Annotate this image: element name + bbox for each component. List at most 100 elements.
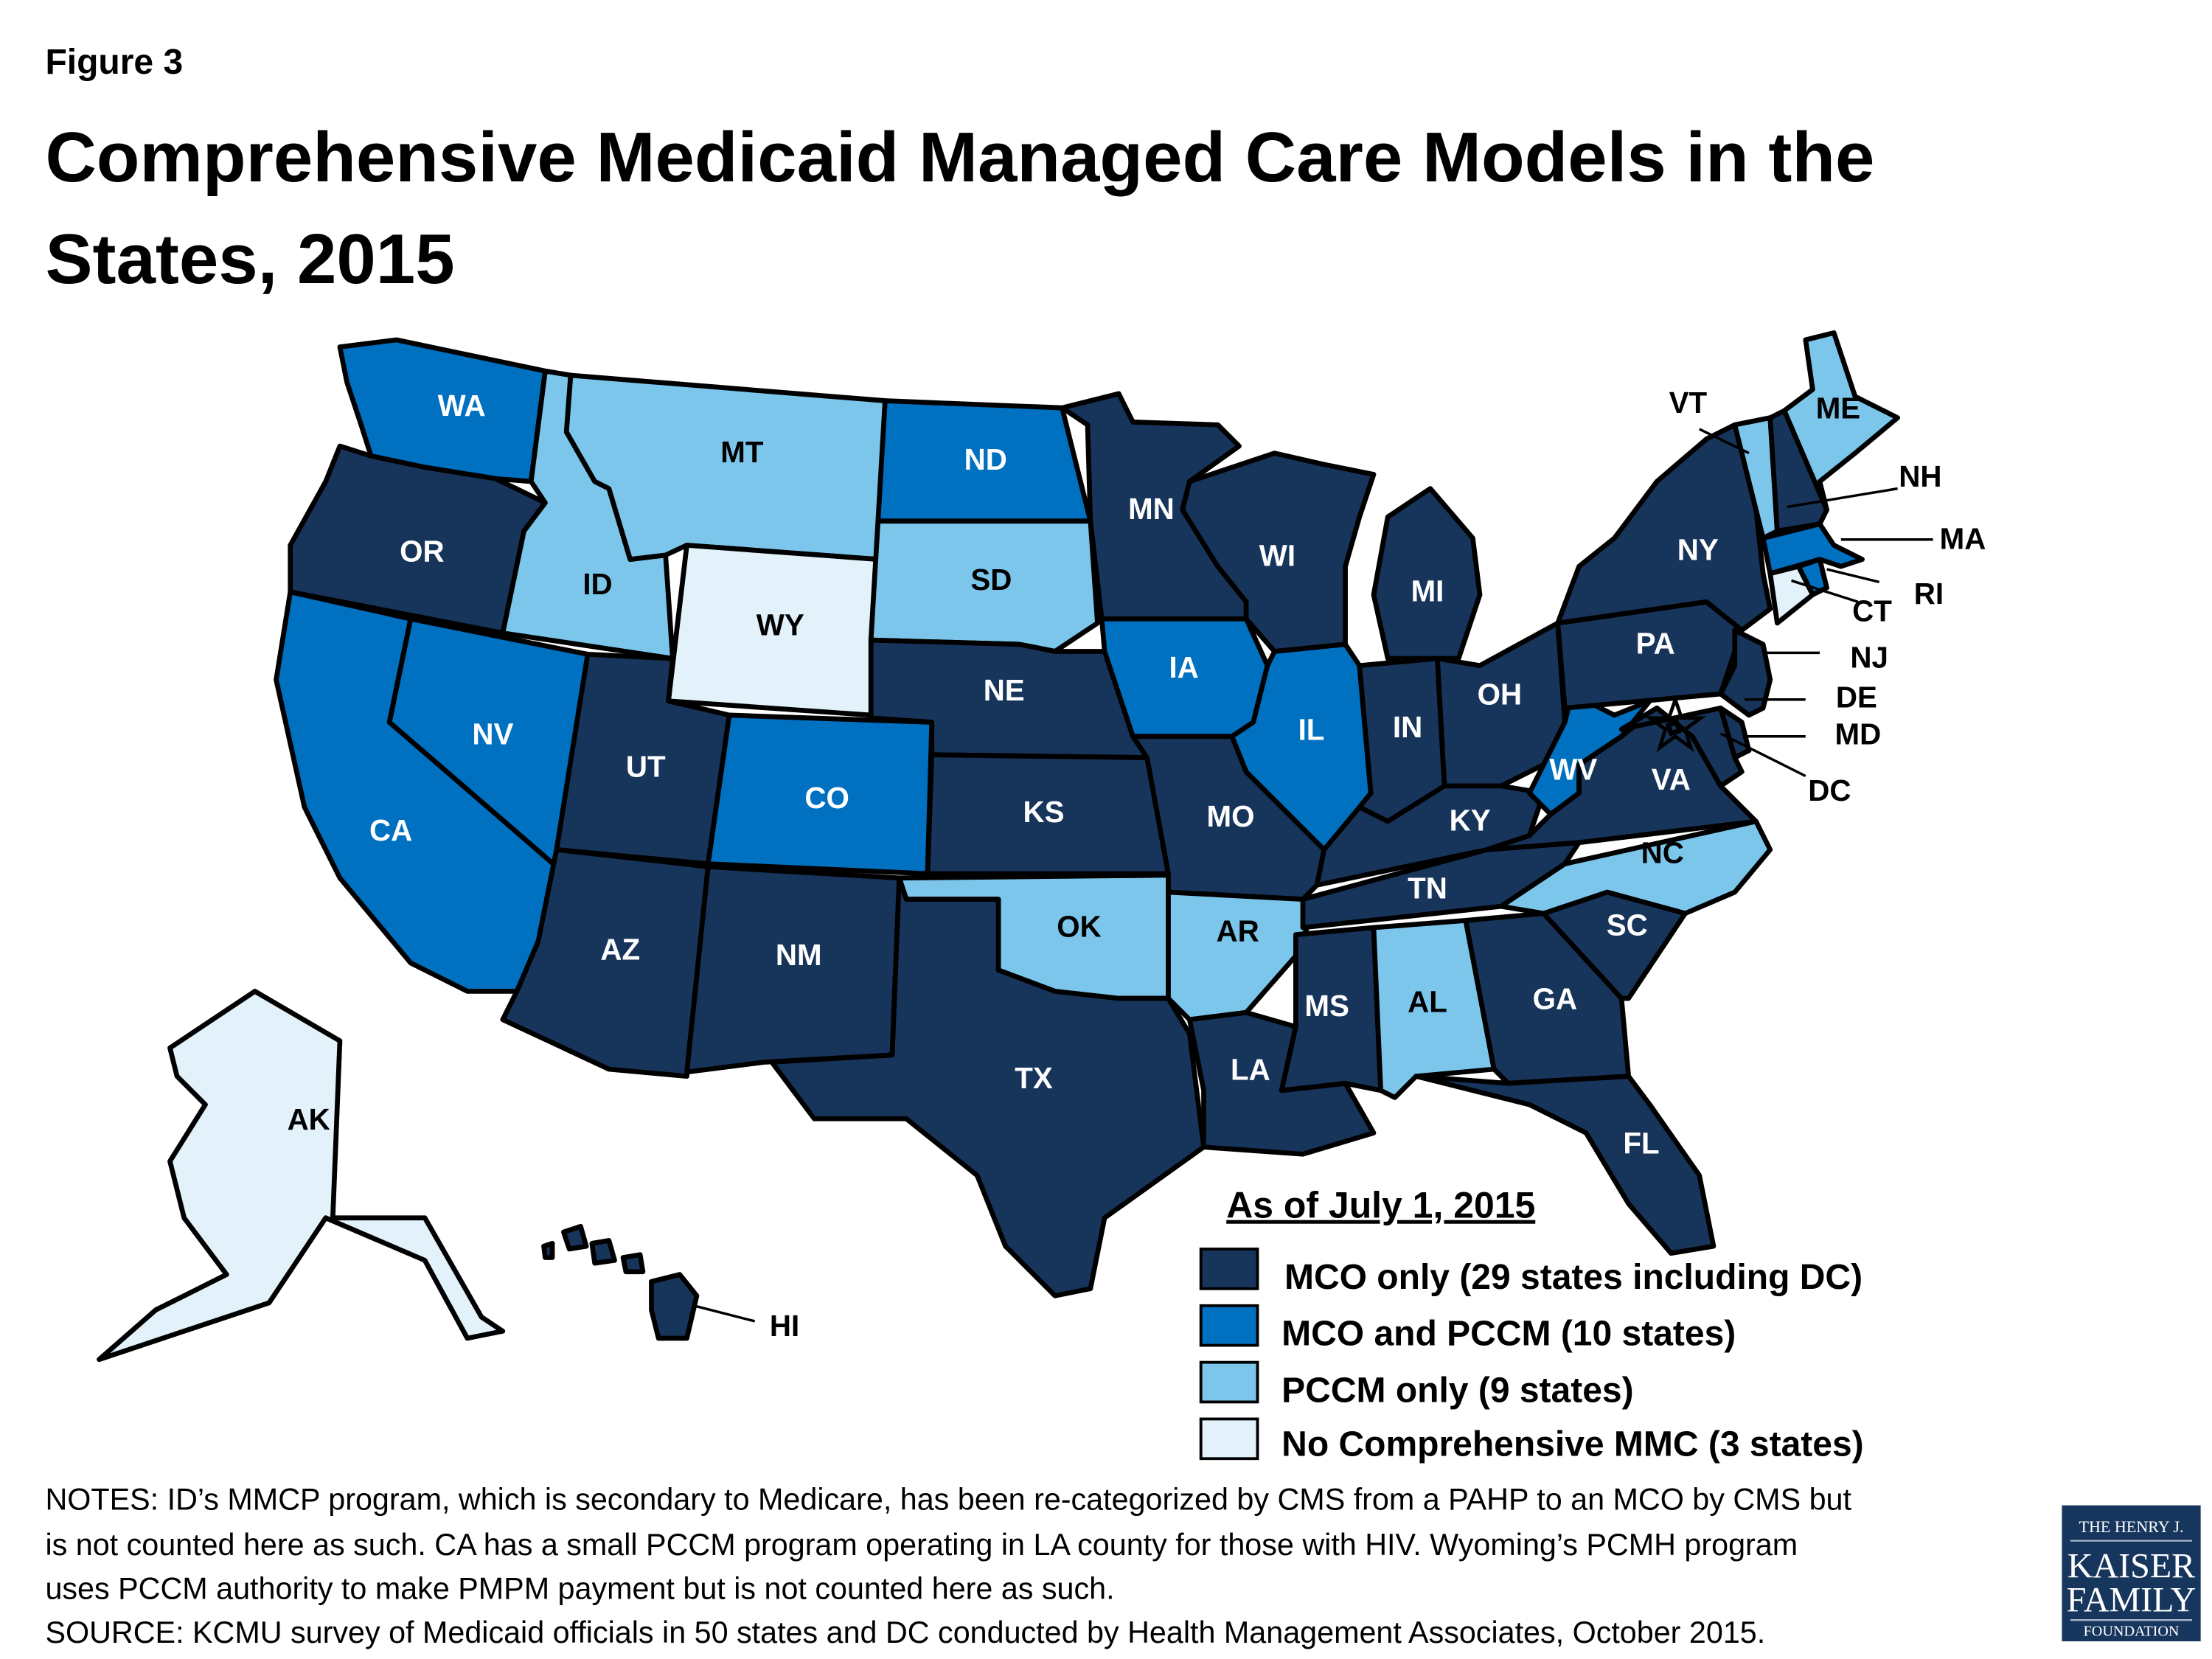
state-label-il: IL bbox=[1298, 713, 1325, 747]
leader-line-dc bbox=[1719, 732, 1806, 778]
leader-line-ct bbox=[1791, 579, 1859, 603]
state-nj bbox=[1718, 627, 1773, 718]
state-label-tn: TN bbox=[1408, 872, 1447, 905]
legend-label-none: No Comprehensive MMC (3 states) bbox=[1281, 1425, 1863, 1464]
svg-text:FOUNDATION: FOUNDATION bbox=[2084, 1623, 2180, 1639]
state-label-nc: NC bbox=[1641, 836, 1684, 870]
state-fl bbox=[1413, 1074, 1717, 1256]
state-label-fl: FL bbox=[1623, 1126, 1659, 1160]
title-line-1: Comprehensive Medicaid Managed Care Mode… bbox=[45, 118, 1874, 197]
legend: As of July 1, 2015 MCO only (29 states i… bbox=[1199, 1185, 1864, 1464]
state-label-mo: MO bbox=[1207, 799, 1255, 833]
state-label-sc: SC bbox=[1607, 908, 1648, 942]
svg-text:THE HENRY J.: THE HENRY J. bbox=[2079, 1517, 2183, 1536]
state-hi bbox=[620, 1252, 646, 1275]
state-md bbox=[1618, 705, 1745, 789]
label-leader-lines bbox=[693, 428, 1933, 1323]
legend-swatch-pccm-only bbox=[1199, 1360, 1259, 1404]
state-mi bbox=[1371, 486, 1483, 661]
notes-line-3: uses PCCM authority to make PMPM payment… bbox=[45, 1571, 1114, 1605]
state-label-ky: KY bbox=[1450, 804, 1491, 838]
dc-star-icon bbox=[1644, 694, 1707, 753]
state-label-ga: GA bbox=[1533, 982, 1578, 1016]
state-ny bbox=[1555, 422, 1773, 633]
state-label-wi: WI bbox=[1259, 538, 1295, 572]
state-label-mn: MN bbox=[1128, 492, 1175, 526]
state-dc bbox=[1666, 720, 1683, 737]
notes-line-1: NOTES: ID’s MMCP program, which is secon… bbox=[45, 1482, 1851, 1516]
source-line: SOURCE: KCMU survey of Medicaid official… bbox=[45, 1615, 1765, 1649]
svg-text:FAMILY: FAMILY bbox=[2067, 1581, 2197, 1620]
state-label-in: IN bbox=[1393, 710, 1422, 744]
state-label-hi: HI bbox=[770, 1309, 799, 1343]
state-label-mi: MI bbox=[1411, 574, 1444, 608]
legend-swatch-none bbox=[1199, 1417, 1259, 1461]
state-nc bbox=[1498, 818, 1773, 917]
state-hi bbox=[561, 1223, 589, 1252]
state-label-dc: DC bbox=[1808, 773, 1851, 807]
state-tx bbox=[769, 875, 1206, 1298]
state-label-ca: CA bbox=[369, 813, 412, 847]
state-label-ia: IA bbox=[1169, 650, 1198, 684]
state-hi bbox=[541, 1240, 555, 1260]
legend-swatch-mco-pccm bbox=[1199, 1304, 1259, 1347]
legend-label-mco-pccm: MCO and PCCM (10 states) bbox=[1281, 1315, 1736, 1354]
state-label-ms: MS bbox=[1304, 989, 1349, 1023]
state-label-ok: OK bbox=[1057, 910, 1101, 944]
state-label-nm: NM bbox=[776, 938, 822, 972]
state-label-ri: RI bbox=[1914, 577, 1944, 611]
state-label-mt: MT bbox=[720, 435, 764, 469]
state-label-nd: ND bbox=[964, 442, 1007, 476]
us-map bbox=[97, 330, 1900, 1363]
state-labels: WA OR CA NV ID MT WY UT AZ CO NM ND SD NE KS OK TX MN IA MO… bbox=[288, 386, 1986, 1343]
state-label-ks: KS bbox=[1023, 795, 1064, 829]
kff-logo: THE HENRY J. KAISER FAMILY FOUNDATION bbox=[2062, 1505, 2201, 1641]
figure-label: Figure 3 bbox=[45, 43, 183, 82]
state-ak bbox=[97, 989, 506, 1363]
state-label-al: AL bbox=[1408, 984, 1447, 1018]
state-label-ne: NE bbox=[984, 673, 1025, 707]
state-label-oh: OH bbox=[1478, 678, 1523, 712]
svg-text:KAISER: KAISER bbox=[2067, 1547, 2195, 1586]
state-label-nj: NJ bbox=[1850, 641, 1888, 675]
state-label-nh: NH bbox=[1899, 459, 1941, 493]
state-label-tx: TX bbox=[1015, 1061, 1053, 1095]
legend-label-mco-only: MCO only (29 states including DC) bbox=[1284, 1258, 1863, 1297]
state-label-id: ID bbox=[582, 567, 612, 601]
state-hi bbox=[649, 1272, 700, 1341]
state-me bbox=[1781, 330, 1900, 512]
state-label-sd: SD bbox=[970, 563, 1012, 597]
legend-title: As of July 1, 2015 bbox=[1226, 1185, 1535, 1226]
state-label-la: LA bbox=[1231, 1053, 1270, 1087]
state-label-md: MD bbox=[1834, 717, 1881, 751]
state-label-ut: UT bbox=[626, 750, 666, 784]
state-label-nv: NV bbox=[472, 717, 513, 751]
state-ar bbox=[1166, 889, 1312, 1023]
state-label-ny: NY bbox=[1677, 533, 1719, 567]
leader-line-vt bbox=[1698, 428, 1750, 455]
leader-line-nh bbox=[1787, 487, 1898, 509]
state-nh bbox=[1767, 408, 1829, 534]
state-label-pa: PA bbox=[1636, 626, 1675, 660]
legend-label-pccm-only: PCCM only (9 states) bbox=[1281, 1371, 1633, 1410]
notes-line-2: is not counted here as such. CA has a sm… bbox=[45, 1528, 1798, 1562]
state-label-me: ME bbox=[1816, 392, 1861, 425]
state-label-ak: AK bbox=[288, 1102, 330, 1136]
state-label-de: DE bbox=[1836, 680, 1877, 714]
state-label-ma: MA bbox=[1940, 521, 1986, 555]
state-label-co: CO bbox=[804, 781, 849, 815]
state-label-vt: VT bbox=[1669, 386, 1708, 420]
state-ct bbox=[1767, 563, 1815, 626]
state-ky bbox=[1314, 783, 1546, 888]
state-hi bbox=[589, 1238, 617, 1266]
state-label-az: AZ bbox=[600, 932, 640, 966]
state-label-va: VA bbox=[1652, 762, 1691, 796]
state-label-ct: CT bbox=[1852, 594, 1892, 627]
state-wi bbox=[1180, 451, 1377, 654]
title-line-2: States, 2015 bbox=[45, 220, 454, 299]
state-label-wv: WV bbox=[1549, 752, 1597, 786]
leader-line-hi bbox=[693, 1304, 756, 1323]
state-label-wa: WA bbox=[438, 389, 486, 422]
legend-swatch-mco-only bbox=[1199, 1248, 1259, 1290]
